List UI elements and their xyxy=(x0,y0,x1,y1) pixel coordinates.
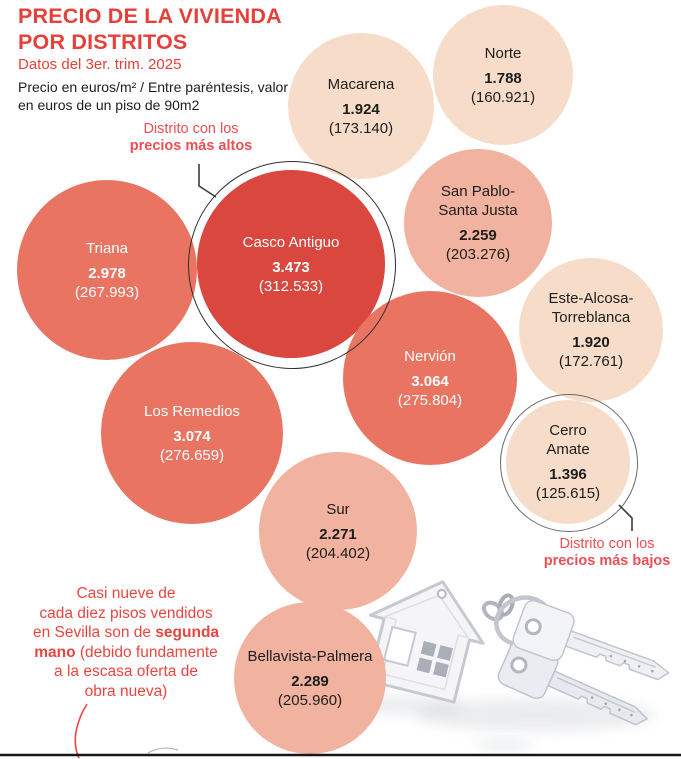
highest-price-annotation: Distrito con los precios más altos xyxy=(121,121,261,154)
title-line-2: POR DISTRITOS xyxy=(18,30,188,54)
district-bubble-bellavista-palmera: Bellavista-Palmera 2.289 (205.960) xyxy=(234,602,386,754)
units-note-line-2: en euros de un piso de 90m2 xyxy=(18,97,200,113)
district-name: Triana xyxy=(86,239,128,257)
house-keychain-illustration xyxy=(352,580,670,750)
units-note: Precio en euros/m² / Entre paréntesis, v… xyxy=(18,78,288,114)
highest-annotation-line-2: precios más altos xyxy=(129,137,253,154)
district-flat-90m2-value: (160.921) xyxy=(470,88,536,106)
district-flat-90m2-value: (204.402) xyxy=(305,544,371,562)
district-name: Bellavista-Palmera xyxy=(247,647,373,665)
district-price-eur-m2: 3.074 xyxy=(173,427,211,445)
district-price-eur-m2: 3.064 xyxy=(411,372,449,390)
district-flat-90m2-value: (275.804) xyxy=(397,391,463,409)
district-name: Este-Alcosa- Torreblanca xyxy=(548,290,634,326)
district-price-eur-m2: 1.396 xyxy=(549,466,587,483)
district-flat-90m2-value: (312.533) xyxy=(258,277,324,295)
footnote-line: a la escasa oferta de xyxy=(54,663,198,680)
district-bubble-norte: Norte 1.788 (160.921) xyxy=(433,5,573,145)
house-keychain-icon xyxy=(367,580,485,704)
district-bubble-sur: Sur 2.271 (204.402) xyxy=(259,452,417,610)
district-name: Nervión xyxy=(404,347,456,365)
district-flat-90m2-value: (276.659) xyxy=(159,446,225,464)
district-name: Cerro Amate xyxy=(546,422,590,458)
district-name: Sur xyxy=(326,500,350,518)
district-name: Los Remedios xyxy=(144,402,240,420)
district-name: Norte xyxy=(484,44,522,62)
district-name: Casco Antiguo xyxy=(242,233,340,251)
highest-annotation-line-1: Distrito con los xyxy=(143,121,239,137)
house-window xyxy=(416,640,453,678)
district-price-eur-m2: 2.978 xyxy=(88,264,126,282)
subtitle: Datos del 3er. trim. 2025 xyxy=(18,56,182,73)
district-bubble-este-alcosa-torreblanca: Este-Alcosa- Torreblanca 1.920 (172.761) xyxy=(519,258,663,402)
lowest-annotation-line-2: precios más bajos xyxy=(543,552,671,569)
district-price-eur-m2: 2.271 xyxy=(319,525,357,543)
district-price-eur-m2: 1.788 xyxy=(484,69,522,87)
district-name: San Pablo- Santa Justa xyxy=(438,183,518,219)
footnote-line: en Sevilla son de segunda xyxy=(32,624,220,641)
lowest-price-annotation: Distrito con los precios más bajos xyxy=(537,536,677,569)
district-name: Macarena xyxy=(327,75,395,93)
footnote-line: mano (debido fundamente xyxy=(34,643,218,661)
footnote-second-hand-sales: Casi nueve de cada diez pisos vendidos en … xyxy=(8,584,244,701)
house-door-cutout xyxy=(382,625,417,667)
district-flat-90m2-value: (203.276) xyxy=(445,246,511,263)
district-bubble-macarena: Macarena 1.924 (173.140) xyxy=(288,33,434,179)
district-flat-90m2-value: (125.615) xyxy=(535,485,601,502)
district-price-eur-m2: 1.924 xyxy=(342,100,380,118)
district-bubble-los-remedios: Los Remedios 3.074 (276.659) xyxy=(101,342,283,524)
footnote-line: Casi nueve de xyxy=(76,585,176,602)
district-flat-90m2-value: (173.140) xyxy=(328,119,394,137)
district-price-eur-m2: 2.289 xyxy=(291,672,329,690)
district-price-eur-m2: 2.259 xyxy=(459,227,497,244)
page-title: PRECIO DE LA VIVIENDA POR DISTRITOS xyxy=(18,3,282,55)
key-icon xyxy=(512,599,670,681)
district-bubble-cerro-amate: Cerro Amate 1.396 (125.615) xyxy=(506,400,630,524)
chain-link-icon xyxy=(497,593,515,617)
district-bubble-san-pablo-santa-justa: San Pablo- Santa Justa 2.259 (203.276) xyxy=(404,149,552,297)
district-price-eur-m2: 3.473 xyxy=(272,258,310,276)
district-price-eur-m2: 1.920 xyxy=(572,334,610,351)
district-flat-90m2-value: (172.761) xyxy=(558,353,624,370)
units-note-line-1: Precio en euros/m² / Entre paréntesis, v… xyxy=(18,79,289,95)
floor-smudge xyxy=(475,740,535,750)
title-line-1: PRECIO DE LA VIVIENDA xyxy=(18,4,282,28)
district-flat-90m2-value: (267.993) xyxy=(74,283,140,301)
chain-link-icon xyxy=(482,600,504,622)
footnote-line: obra nueva) xyxy=(84,682,168,700)
district-bubble-casco-antiguo: Casco Antiguo 3.473 (312.533) xyxy=(197,170,385,358)
district-bubble-nervion: Nervión 3.064 (275.804) xyxy=(343,291,517,465)
lowest-annotation-line-1: Distrito con los xyxy=(559,536,655,552)
district-flat-90m2-value: (205.960) xyxy=(277,691,343,709)
footnote-line: cada diez pisos vendidos xyxy=(39,604,213,622)
district-bubble-triana: Triana 2.978 (267.993) xyxy=(17,180,197,360)
